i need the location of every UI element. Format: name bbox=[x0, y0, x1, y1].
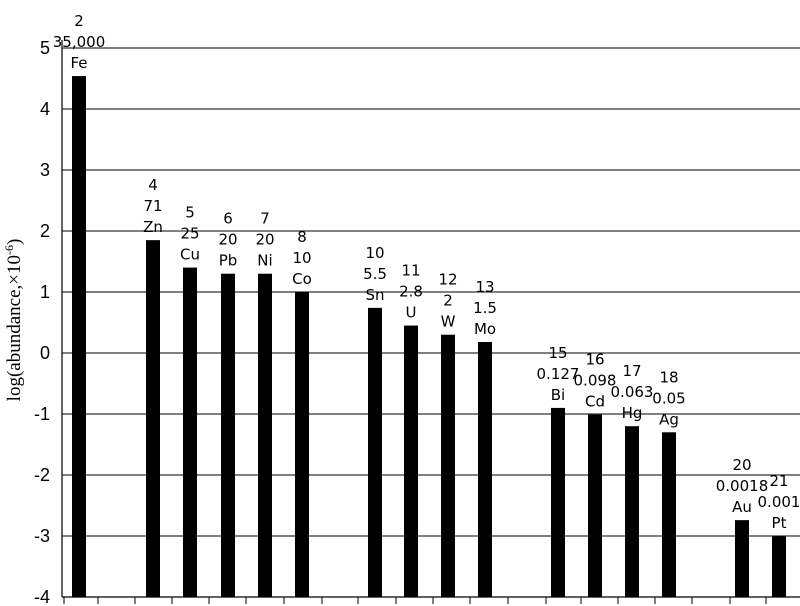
bar-fe bbox=[72, 76, 86, 597]
bar-abundance-label: 0.001 bbox=[758, 493, 800, 511]
y-tick-label: 5 bbox=[40, 38, 50, 58]
bar-symbol-label: Cd bbox=[585, 393, 605, 411]
y-axis-label: log(abundance,×10-6) bbox=[2, 239, 25, 402]
bar-w bbox=[441, 334, 455, 597]
bar-rank-label: 7 bbox=[260, 210, 270, 228]
bar-u bbox=[404, 325, 418, 597]
bar-sn bbox=[368, 307, 382, 597]
bar-annotations: 2 35,000 Fe 4 71 Zn 5 25 Cu 6 20 Pb 7 20 Ni 8 10 Co 10 5.5 S… bbox=[53, 12, 800, 532]
bar-symbol-label: Pb bbox=[219, 252, 238, 270]
bar-abundance-label: 0.098 bbox=[574, 372, 617, 390]
bar-hg bbox=[625, 426, 639, 597]
bar-rank-label: 8 bbox=[297, 228, 307, 246]
bar-symbol-label: Pt bbox=[772, 514, 787, 532]
y-tick-label: -3 bbox=[34, 526, 50, 546]
bar-abundance-label: 20 bbox=[255, 231, 274, 249]
bar-symbol-label: Cu bbox=[180, 246, 200, 264]
bar-symbol-label: Bi bbox=[551, 386, 565, 404]
bar-symbol-label: Ag bbox=[659, 410, 679, 428]
bar-symbol-label: Sn bbox=[365, 286, 384, 304]
gridlines bbox=[62, 47, 800, 537]
bar-abundance-label: 1.5 bbox=[473, 299, 497, 317]
bar-pb bbox=[221, 273, 235, 597]
bar-rank-label: 16 bbox=[585, 351, 604, 369]
bar-rank-label: 20 bbox=[732, 456, 751, 474]
bar-abundance-label: 0.063 bbox=[611, 383, 654, 401]
y-tick-label: 0 bbox=[40, 343, 50, 363]
bar-abundance-label: 10 bbox=[292, 249, 311, 267]
bar-rank-label: 4 bbox=[148, 176, 158, 194]
bars bbox=[72, 76, 786, 597]
y-tick-labels: 5 4 3 2 1 0 -1 -2 -3 -4 bbox=[34, 38, 50, 606]
bar-rank-label: 11 bbox=[401, 262, 420, 280]
y-tick-label: -4 bbox=[34, 587, 50, 606]
bar-bi bbox=[551, 407, 565, 597]
bar-abundance-label: 35,000 bbox=[53, 33, 106, 51]
bar-symbol-label: Ni bbox=[257, 252, 272, 270]
bar-rank-label: 12 bbox=[438, 271, 457, 289]
bar-symbol-label: Au bbox=[732, 498, 752, 516]
bar-au bbox=[735, 520, 749, 597]
y-tick-label: 3 bbox=[40, 160, 50, 180]
bar-abundance-label: 0.0018 bbox=[716, 477, 769, 495]
bar-symbol-label: Hg bbox=[622, 404, 643, 422]
bar-rank-label: 6 bbox=[223, 210, 233, 228]
bar-rank-label: 10 bbox=[365, 244, 384, 262]
bar-rank-label: 21 bbox=[769, 472, 788, 490]
bar-abundance-label: 20 bbox=[218, 231, 237, 249]
bar-zn bbox=[146, 240, 160, 597]
y-tick-label: 1 bbox=[40, 282, 50, 302]
bar-ni bbox=[258, 273, 272, 597]
bar-ag bbox=[662, 432, 676, 597]
y-tick-label: -2 bbox=[34, 465, 50, 485]
y-tick-label: 4 bbox=[40, 99, 50, 119]
bar-abundance-label: 2.8 bbox=[399, 283, 423, 301]
y-axis-label-close: ) bbox=[4, 239, 25, 245]
bar-pt bbox=[772, 536, 786, 597]
bar-symbol-label: Fe bbox=[70, 54, 87, 72]
y-axis-label-exponent: -6 bbox=[2, 245, 16, 255]
bar-abundance-label: 25 bbox=[180, 225, 199, 243]
bar-symbol-label: U bbox=[406, 304, 417, 322]
bar-rank-label: 15 bbox=[548, 344, 567, 362]
bar-cd bbox=[588, 414, 602, 597]
bar-symbol-label: W bbox=[441, 313, 456, 331]
bar-abundance-label: 0.05 bbox=[652, 389, 685, 407]
bar-rank-label: 17 bbox=[622, 362, 641, 380]
y-axis-label-main: log(abundance,×10 bbox=[4, 255, 25, 401]
y-tick-label: -1 bbox=[34, 404, 50, 424]
bar-rank-label: 5 bbox=[185, 204, 195, 222]
bar-symbol-label: Mo bbox=[474, 320, 496, 338]
bar-abundance-label: 5.5 bbox=[363, 265, 387, 283]
bar-abundance-label: 2 bbox=[443, 292, 453, 310]
bar-co bbox=[295, 292, 309, 597]
bar-abundance-label: 71 bbox=[143, 197, 162, 215]
bar-mo bbox=[478, 342, 492, 597]
bar-rank-label: 2 bbox=[74, 12, 84, 30]
bar-symbol-label: Zn bbox=[143, 218, 163, 236]
x-axis-ticks bbox=[63, 597, 767, 604]
y-tick-label: 2 bbox=[40, 221, 50, 241]
bar-symbol-label: Co bbox=[292, 270, 312, 288]
bar-rank-label: 13 bbox=[475, 278, 494, 296]
bar-rank-label: 18 bbox=[659, 368, 678, 386]
bar-abundance-label: 0.127 bbox=[537, 365, 580, 383]
bar-cu bbox=[183, 267, 197, 597]
